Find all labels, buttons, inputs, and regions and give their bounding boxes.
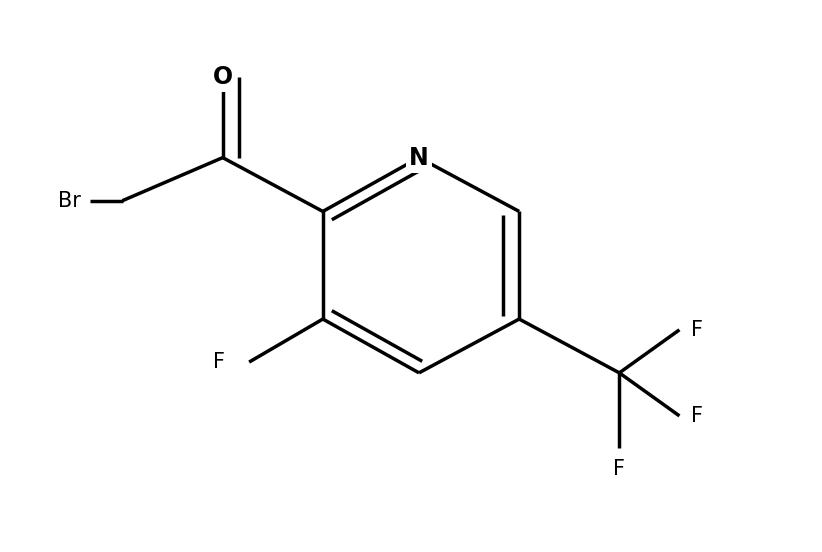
Text: F: F — [691, 320, 704, 340]
Text: N: N — [409, 146, 429, 169]
Text: F: F — [613, 459, 626, 479]
Text: F: F — [213, 352, 225, 372]
Text: O: O — [213, 65, 233, 89]
Text: Br: Br — [58, 190, 81, 211]
Text: F: F — [691, 406, 704, 426]
